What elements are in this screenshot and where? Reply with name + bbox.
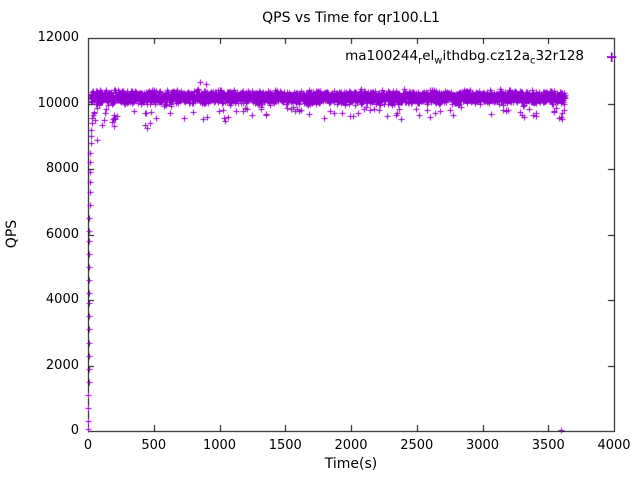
- x-tick-label: 1000: [202, 438, 237, 453]
- y-tick-label: 6000: [45, 226, 79, 242]
- x-tick-label: 2500: [400, 438, 434, 453]
- legend-entry-label: ma100244relwithdbg.cz12ac32r128: [345, 48, 584, 67]
- y-tick-label: 12000: [37, 30, 79, 45]
- y-tick-label: 4000: [45, 292, 79, 307]
- y-axis-label: QPS: [4, 219, 20, 249]
- x-tick-label: 3000: [465, 438, 500, 453]
- x-tick-label: 2000: [334, 438, 368, 453]
- x-tick-label: 500: [141, 438, 167, 453]
- y-tick-label: 0: [70, 423, 79, 438]
- x-tick-label: 0: [83, 438, 93, 453]
- x-tick-label: 1500: [268, 438, 302, 453]
- y-tick-label: 10000: [37, 95, 79, 111]
- chart-title: QPS vs Time for qr100.L1: [262, 10, 440, 26]
- legend-sample-marker-icon: +: [605, 48, 618, 66]
- y-tick-label: 8000: [45, 161, 79, 176]
- x-tick-label: 3500: [531, 438, 565, 453]
- y-tick-label: 2000: [45, 357, 79, 373]
- x-axis-label: Time(s): [324, 456, 378, 472]
- x-tick-label: 4000: [597, 438, 631, 453]
